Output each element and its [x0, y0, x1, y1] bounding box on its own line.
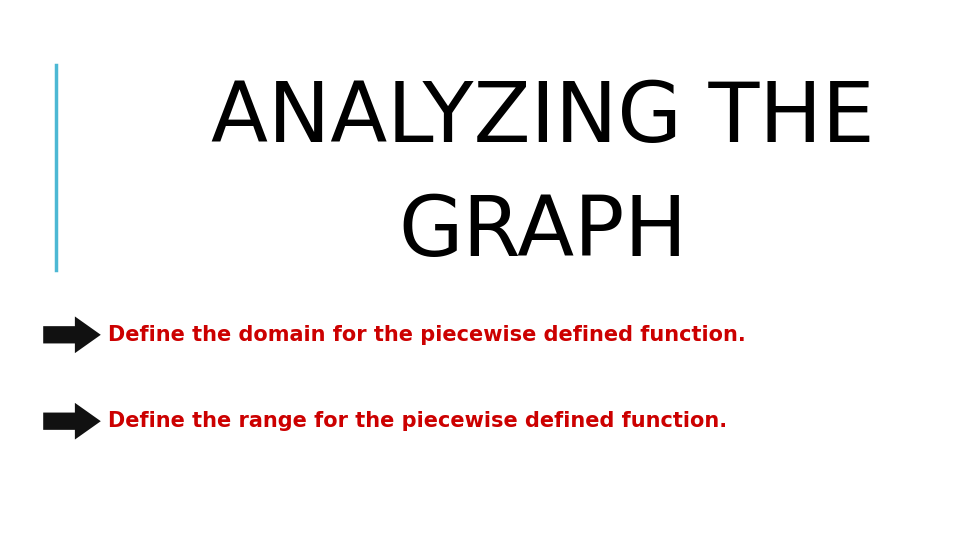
Text: Define the range for the piecewise defined function.: Define the range for the piecewise defin…: [108, 411, 727, 431]
Polygon shape: [43, 403, 101, 440]
Polygon shape: [43, 316, 101, 353]
Text: Define the domain for the piecewise defined function.: Define the domain for the piecewise defi…: [108, 325, 745, 345]
Text: GRAPH: GRAPH: [397, 192, 687, 273]
Text: ANALYZING THE: ANALYZING THE: [210, 78, 875, 159]
